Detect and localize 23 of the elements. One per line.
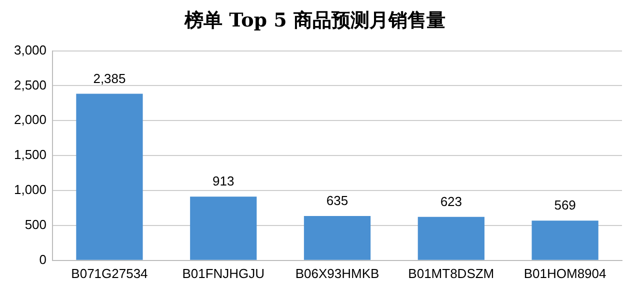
data-label: 623	[440, 194, 462, 209]
data-label: 913	[212, 174, 234, 189]
bar	[76, 94, 143, 260]
y-tick-label: 1,000	[14, 182, 47, 198]
data-label: 569	[554, 198, 576, 213]
data-label: 2,385	[93, 70, 126, 86]
x-tick-label: B01HOM8904	[524, 266, 606, 281]
x-tick-label: B01MT8DSZM	[408, 266, 494, 281]
y-tick-label: 500	[24, 217, 47, 232]
y-tick-label: 2,500	[14, 77, 47, 92]
bar	[532, 220, 598, 260]
bar	[418, 216, 484, 260]
y-tick-label: 0	[39, 252, 47, 267]
bar	[304, 216, 371, 260]
x-tick-label: B06X93HMKB	[295, 266, 380, 281]
chart-title: 榜单 Top 5 商品预测月销售量	[184, 9, 446, 32]
y-tick-label: 3,000	[14, 42, 47, 58]
y-tick-label: 1,500	[14, 147, 47, 162]
y-tick-label: 2,000	[14, 112, 47, 128]
x-tick-label: B071G27534	[71, 266, 148, 281]
bar	[190, 196, 257, 260]
x-tick-label: B01FNJHGJU	[182, 266, 265, 281]
data-label: 635	[326, 193, 348, 208]
